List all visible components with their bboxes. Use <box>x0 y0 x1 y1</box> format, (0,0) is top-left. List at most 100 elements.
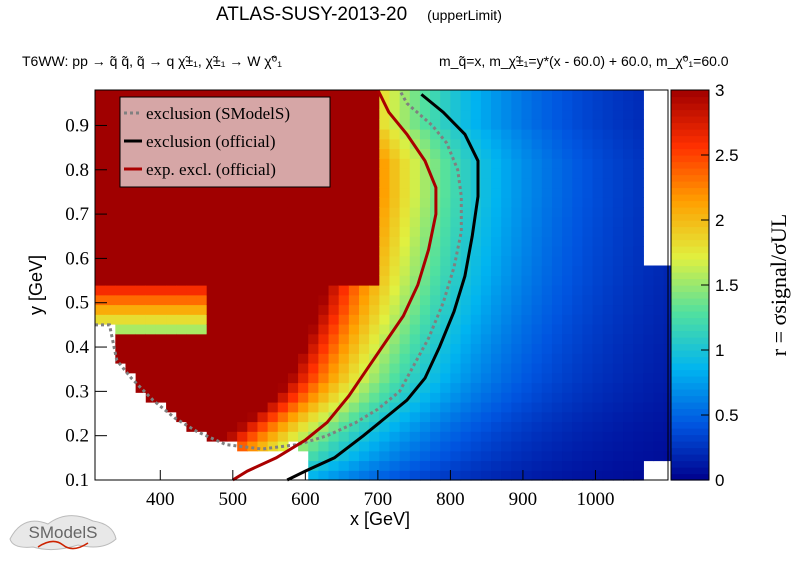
heatmap-cell <box>379 402 391 413</box>
heatmap-cell <box>359 353 370 364</box>
heatmap-cell <box>338 226 350 237</box>
heatmap-cell <box>623 421 634 432</box>
heatmap-cell <box>399 470 411 481</box>
heatmap-cell <box>541 129 553 140</box>
heatmap-cell <box>359 333 370 345</box>
heatmap-cell <box>480 148 492 159</box>
heatmap-cell <box>328 187 340 198</box>
heatmap-cell <box>602 450 614 462</box>
heatmap-cell <box>440 333 452 345</box>
heatmap-cell <box>318 294 330 306</box>
heatmap-cell <box>359 255 370 267</box>
heatmap-cell <box>196 236 208 247</box>
heatmap-cell <box>379 129 391 140</box>
heatmap-cell <box>592 246 604 257</box>
heatmap-cell <box>633 275 644 286</box>
heatmap-cell <box>145 294 157 306</box>
heatmap-cell <box>460 392 472 403</box>
heatmap-cell <box>348 353 360 364</box>
heatmap-cell <box>247 314 259 325</box>
heatmap-cell <box>298 187 309 198</box>
heatmap-cell <box>338 441 350 452</box>
heatmap-cell <box>348 314 360 325</box>
heatmap-cell <box>206 363 218 374</box>
heatmap-cell <box>267 324 279 335</box>
heatmap-cell <box>531 343 543 354</box>
heatmap-cell <box>521 411 533 423</box>
heatmap-cell <box>623 265 634 276</box>
heatmap-cell <box>572 246 584 257</box>
heatmap-cell <box>145 275 157 286</box>
y-axis-label: y [GeV] <box>26 255 46 315</box>
heatmap-cell <box>348 470 360 481</box>
heatmap-cell <box>216 402 228 413</box>
heatmap-cell <box>95 158 106 169</box>
heatmap-cell <box>257 285 269 296</box>
heatmap-cell <box>227 363 238 374</box>
heatmap-cell <box>653 363 665 374</box>
heatmap-cell <box>318 343 330 354</box>
heatmap-cell <box>430 363 441 374</box>
heatmap-cell <box>348 168 360 179</box>
heatmap-cell <box>409 431 421 442</box>
heatmap-cell <box>247 431 259 442</box>
heatmap-cell <box>389 99 401 111</box>
heatmap-cell <box>338 285 350 296</box>
heatmap-cell <box>612 119 624 130</box>
heatmap-cell <box>166 382 177 393</box>
heatmap-cell <box>247 441 259 452</box>
heatmap-cell <box>176 343 187 354</box>
heatmap-cell <box>298 207 309 218</box>
heatmap-cell <box>480 470 492 481</box>
heatmap-cell <box>389 255 401 267</box>
heatmap-cell <box>176 197 187 208</box>
heatmap-cell <box>216 285 228 296</box>
heatmap-cell <box>399 363 411 374</box>
heatmap-cell <box>247 343 259 354</box>
heatmap-cell <box>653 402 665 413</box>
heatmap-cell <box>521 177 533 189</box>
heatmap-cell <box>633 324 644 335</box>
heatmap-cell <box>277 207 289 218</box>
heatmap-cell <box>511 90 523 101</box>
heatmap-cell <box>531 226 543 237</box>
heatmap-cell <box>298 343 309 354</box>
heatmap-cell <box>237 216 248 228</box>
heatmap-cell <box>592 255 604 267</box>
heatmap-cell <box>633 207 644 218</box>
heatmap-cell <box>653 450 665 462</box>
heatmap-cell <box>572 158 584 169</box>
heatmap-cell <box>511 177 523 189</box>
heatmap-cell <box>359 392 370 403</box>
heatmap-cell <box>338 207 350 218</box>
heatmap-cell <box>511 168 523 179</box>
heatmap-cell <box>511 314 523 325</box>
heatmap-cell <box>277 275 289 286</box>
heatmap-cell <box>419 246 431 257</box>
heatmap-cell <box>95 226 106 237</box>
heatmap-cell <box>247 421 259 432</box>
heatmap-cell <box>227 246 238 257</box>
colorbar-step <box>671 415 709 423</box>
heatmap-cell <box>623 382 634 393</box>
heatmap-cell <box>623 148 634 159</box>
heatmap-cell <box>582 431 594 442</box>
heatmap-cell <box>541 382 553 393</box>
heatmap-cell <box>511 226 523 237</box>
heatmap-cell <box>166 207 177 218</box>
heatmap-cell <box>348 158 360 169</box>
heatmap-cell <box>450 109 462 120</box>
heatmap-cell <box>633 236 644 247</box>
heatmap-cell <box>592 324 604 335</box>
heatmap-cell <box>480 421 492 432</box>
heatmap-cell <box>511 421 523 432</box>
heatmap-cell <box>328 363 340 374</box>
heatmap-cell <box>602 216 614 228</box>
heatmap-cell <box>460 246 472 257</box>
heatmap-cell <box>166 265 177 276</box>
heatmap-cell <box>419 450 431 462</box>
heatmap-cell <box>419 138 431 150</box>
heatmap-cell <box>186 216 198 228</box>
heatmap-cell <box>541 265 553 276</box>
heatmap-cell <box>562 109 573 120</box>
